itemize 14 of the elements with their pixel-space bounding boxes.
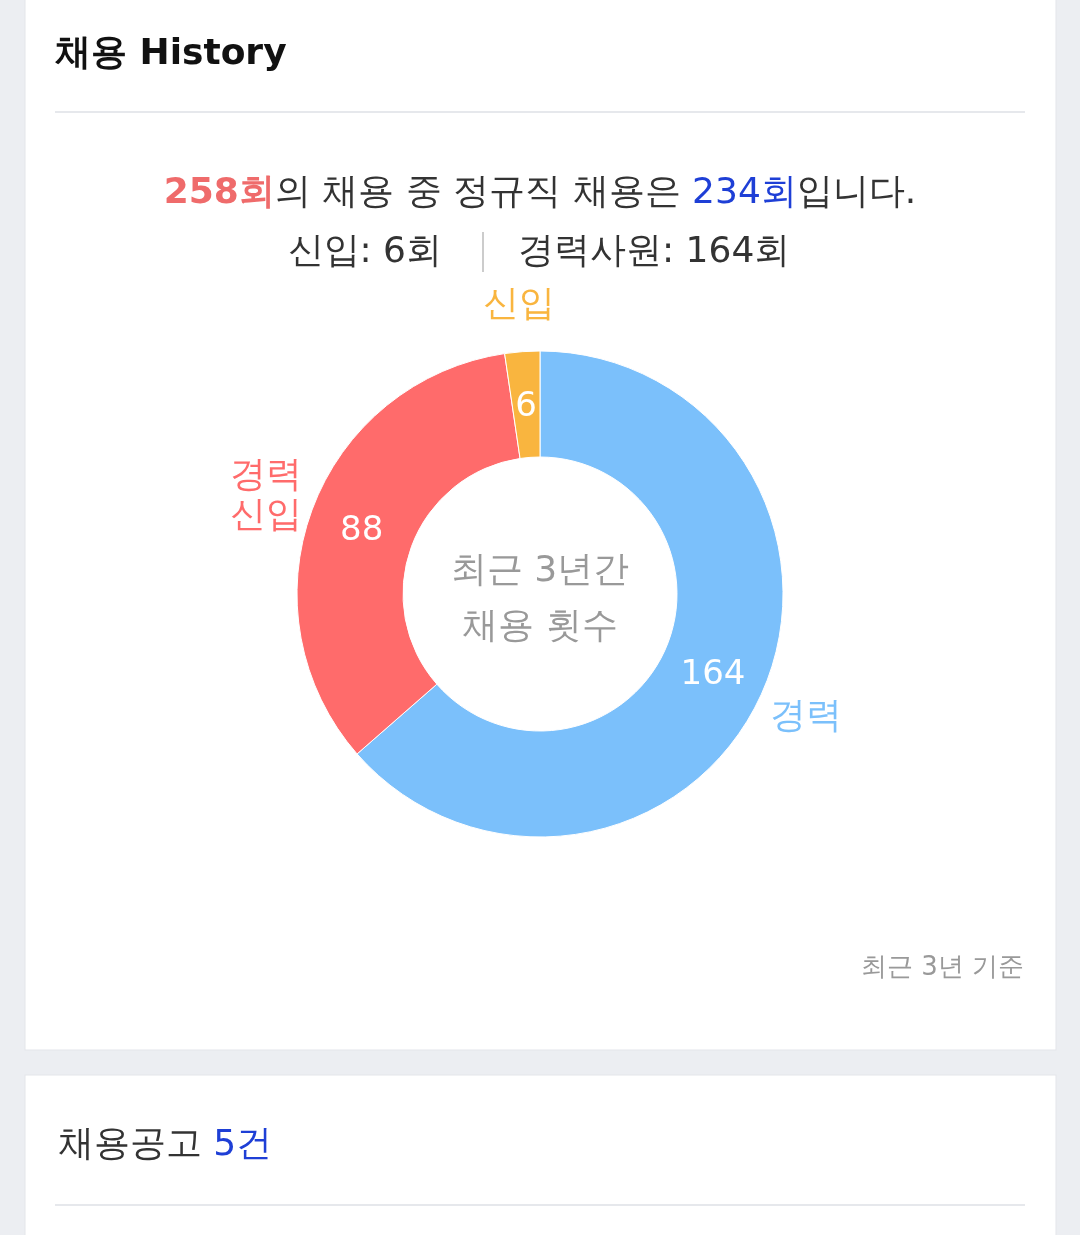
data-label: 164 bbox=[680, 652, 746, 693]
data-label: 88 bbox=[340, 508, 384, 549]
text: 최근 3년 기준 bbox=[860, 951, 1024, 981]
text: 채용공고 5건 bbox=[57, 1122, 273, 1163]
chart-subtitle: 258회의 채용 중 정규직 채용은 234회입니다. bbox=[163, 170, 917, 211]
slice-label: 경력 신입 bbox=[230, 452, 303, 534]
text: 채용 횟수 bbox=[462, 603, 618, 645]
text: 최근 3년간 bbox=[450, 547, 630, 589]
slice-label: 경력 bbox=[769, 694, 842, 736]
text: 신입: 6회 bbox=[287, 229, 442, 270]
text: 경력사원: 164회 bbox=[518, 229, 791, 270]
chart-title: 채용 History bbox=[55, 31, 287, 72]
data-label: 6 bbox=[515, 384, 537, 425]
slice-label: 신입 bbox=[482, 282, 555, 324]
